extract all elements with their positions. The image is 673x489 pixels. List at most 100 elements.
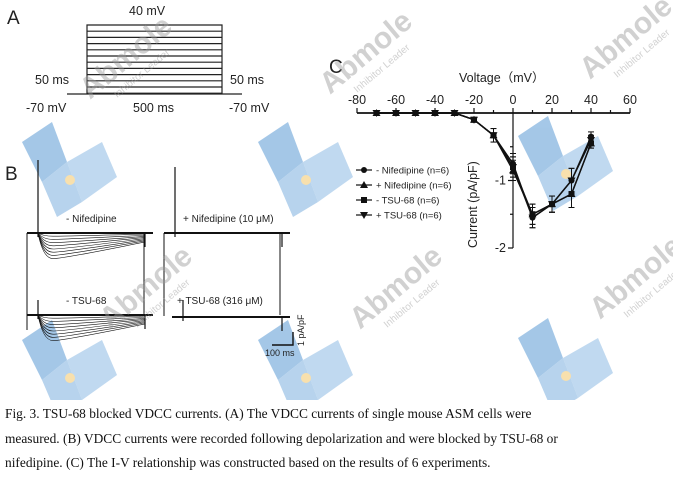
trace-current xyxy=(37,314,146,338)
left-duration-label: 50 ms xyxy=(35,73,69,87)
trace-current xyxy=(37,232,146,259)
watermark-logo xyxy=(518,116,613,211)
watermark-logos xyxy=(22,116,613,400)
x-axis-label: Voltage（mV） xyxy=(459,71,544,85)
panel-a-letter: A xyxy=(7,8,20,29)
watermark-dot xyxy=(561,169,571,179)
trace-current xyxy=(37,232,146,240)
x-tick-label: 60 xyxy=(623,93,637,107)
data-point xyxy=(548,201,556,209)
y-axis-label: Current (pA/pF) xyxy=(466,161,480,248)
trace-current xyxy=(37,314,146,341)
watermark-shape xyxy=(538,358,578,400)
trace-current xyxy=(37,232,146,243)
x-tick-label: 0 xyxy=(510,93,517,107)
trace-current xyxy=(37,232,146,247)
trace-current xyxy=(37,232,146,237)
trace-current xyxy=(37,314,146,332)
watermark-shape xyxy=(303,142,353,202)
legend-label: - Nifedipine (n=6) xyxy=(376,166,449,177)
right-hold-label: -70 mV xyxy=(229,101,270,115)
legend-marker xyxy=(361,197,367,203)
panel-b: B - Nifedipine + Nifedipine (10 μM) - TS… xyxy=(5,160,306,358)
chart-legend: - Nifedipine (n=6) + Nifedipine (n=6) - TS… xyxy=(356,166,452,222)
scale-bar: 100 ms 1 pA/pF xyxy=(265,314,306,358)
trace-current xyxy=(37,314,146,325)
watermark-logo xyxy=(518,318,613,400)
trace-label-minus-tsu68: - TSU-68 xyxy=(66,296,107,307)
watermark-logo xyxy=(258,122,353,217)
trace-current xyxy=(37,314,146,335)
panel-b-letter: B xyxy=(5,164,18,185)
data-point xyxy=(489,132,498,140)
trace-label-plus-nifedipine: + Nifedipine (10 μM) xyxy=(183,214,274,225)
step-duration-label: 500 ms xyxy=(133,101,174,115)
data-point xyxy=(392,110,400,117)
step-outline xyxy=(86,24,223,94)
x-tick-label: -60 xyxy=(387,93,405,107)
trace-current xyxy=(37,232,146,253)
watermark-shape xyxy=(278,360,318,400)
legend-marker xyxy=(361,167,367,173)
watermark-logo xyxy=(22,320,117,400)
caption-line: Fig. 3. TSU-68 blocked VDCC currents. (A… xyxy=(5,406,532,421)
x-tick-label: -40 xyxy=(426,93,444,107)
watermark-dot xyxy=(561,371,571,381)
data-point xyxy=(587,137,595,144)
scale-time-label: 100 ms xyxy=(265,348,295,358)
trace-label-plus-tsu68: + TSU-68 (316 μM) xyxy=(177,296,263,307)
legend-label: + TSU-68 (n=6) xyxy=(376,211,442,222)
data-point xyxy=(568,191,575,197)
y-tick-label: -1 xyxy=(495,174,506,188)
watermark-dot xyxy=(301,373,311,383)
x-tick-label: -80 xyxy=(348,93,366,107)
watermark-shape xyxy=(258,122,303,182)
watermark-shape xyxy=(67,340,117,400)
trace-label-minus-nifedipine: - Nifedipine xyxy=(66,214,117,225)
data-point xyxy=(528,214,537,222)
x-tick-label: 20 xyxy=(545,93,559,107)
watermark-logo xyxy=(22,122,117,217)
x-tick-label: -20 xyxy=(465,93,483,107)
legend-marker xyxy=(360,181,368,188)
watermark-shape xyxy=(563,338,613,398)
watermark-shape xyxy=(258,320,303,380)
voltage-protocol xyxy=(67,24,242,95)
watermark-shape xyxy=(42,360,82,400)
data-point xyxy=(470,116,478,124)
chart-series xyxy=(372,109,595,229)
watermark-shape xyxy=(563,136,613,196)
scale-current-label: 1 pA/pF xyxy=(296,314,306,346)
legend-label: - TSU-68 (n=6) xyxy=(376,196,439,207)
data-point xyxy=(431,110,439,117)
trace-current xyxy=(37,314,146,319)
trace-current xyxy=(37,232,146,250)
figure-caption: Fig. 3. TSU-68 blocked VDCC currents. (A… xyxy=(5,402,670,476)
panel-c-iv-chart: C Voltage（mV） Current (pA/pF) -80 -60 -40-… xyxy=(329,57,637,255)
trace-current xyxy=(37,314,146,322)
watermark-dot xyxy=(301,175,311,185)
caption-line: measured. (B) VDCC currents were recorde… xyxy=(5,430,558,446)
current-traces xyxy=(26,160,290,341)
top-voltage-label: 40 mV xyxy=(129,4,166,18)
watermark-shape xyxy=(22,320,67,380)
figure: A 40 mV 50 ms 50 ms -70 mV 500 ms -70 mV… xyxy=(5,0,673,400)
legend-label: + Nifedipine (n=6) xyxy=(376,181,452,192)
y-tick-label: -2 xyxy=(495,241,506,255)
series-line xyxy=(376,112,592,219)
data-point xyxy=(372,110,381,117)
caption-line: nifedipine. (C) The I-V relationship was… xyxy=(5,455,491,470)
data-point xyxy=(509,164,517,171)
chart-axes: -80 -60 -40 -20 0 20 40 60 -1 -2 xyxy=(348,93,637,255)
x-tick-label: 40 xyxy=(584,93,598,107)
trace-current xyxy=(37,314,146,329)
watermark-dot xyxy=(65,175,75,185)
left-hold-label: -70 mV xyxy=(26,101,67,115)
legend-marker xyxy=(360,212,368,219)
watermark-shape xyxy=(518,318,563,378)
watermark-logo xyxy=(258,320,353,400)
right-duration-label: 50 ms xyxy=(230,73,264,87)
watermark-shape xyxy=(67,142,117,202)
watermark-shape xyxy=(303,340,353,400)
